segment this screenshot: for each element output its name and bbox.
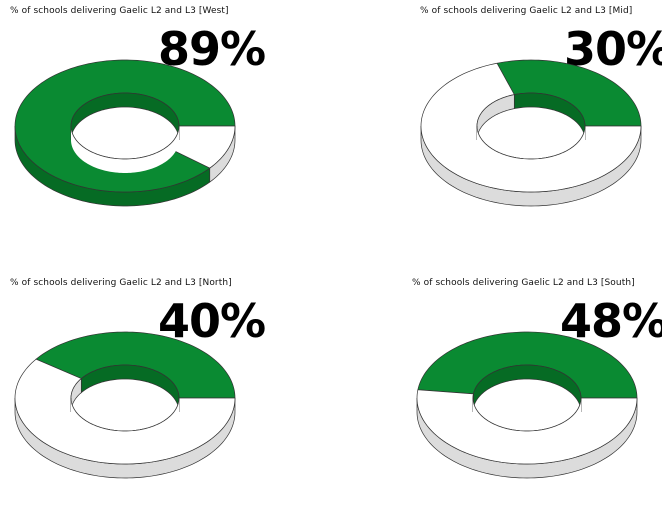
chart-panel-west: % of schools delivering Gaelic L2 and L3… bbox=[8, 6, 308, 236]
donut-chart bbox=[8, 6, 308, 236]
donut-chart bbox=[8, 278, 308, 508]
donut-chart bbox=[410, 278, 662, 508]
chart-panel-mid: % of schools delivering Gaelic L2 and L3… bbox=[414, 6, 662, 236]
chart-panel-south: % of schools delivering Gaelic L2 and L3… bbox=[410, 278, 662, 508]
chart-panel-north: % of schools delivering Gaelic L2 and L3… bbox=[8, 278, 308, 508]
donut-chart bbox=[414, 6, 662, 236]
